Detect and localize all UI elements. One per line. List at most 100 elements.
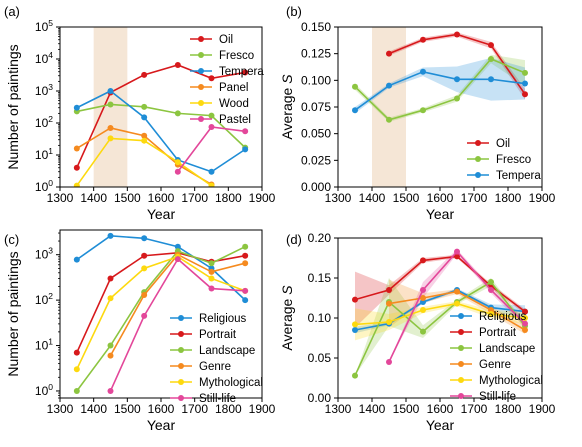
data-point-oil: [454, 31, 460, 38]
error-band-fresco: [355, 54, 525, 122]
y-tick-base: 10: [35, 84, 49, 98]
legend-marker: [198, 100, 204, 106]
y-tick-label: 100: [35, 382, 53, 398]
x-axis-label: Year: [147, 417, 176, 433]
data-point-portrait: [107, 275, 114, 282]
data-point-fresco: [420, 107, 426, 114]
panel-b: 1300 1400 1500 1600 1700 1800 1900 Year 0.000 0.0…: [279, 4, 556, 222]
y-tick-label: 102: [35, 114, 53, 130]
data-point-oil: [242, 69, 249, 76]
data-point-oil: [386, 50, 392, 57]
error-band-genre: [389, 279, 525, 334]
data-point-portrait: [454, 253, 460, 260]
legend-marker: [475, 140, 481, 146]
data-point-genre: [242, 260, 249, 267]
x-tick-label: 1800: [215, 191, 242, 205]
plot-area: [352, 27, 528, 187]
x-tick-label: 1800: [215, 402, 242, 416]
legend-label-religious: Religious: [479, 311, 527, 323]
legend-marker: [198, 36, 204, 42]
data-point-oil: [488, 42, 494, 49]
x-tick-label: 1900: [249, 191, 276, 205]
data-point-mythological: [141, 265, 148, 272]
y-tick-base: 10: [35, 339, 49, 353]
plot-area: [73, 232, 249, 394]
y-tick-exponent: 3: [48, 82, 53, 92]
data-point-fresco: [488, 56, 494, 62]
y-tick-label: 104: [35, 50, 53, 66]
series-line-fresco: [76, 103, 246, 149]
data-point-portrait: [73, 349, 80, 356]
x-tick-label: 1700: [461, 191, 488, 205]
series-line-religious: [76, 235, 246, 301]
y-tick-exponent: 1: [48, 146, 53, 156]
y-tick-label: 0.150: [301, 20, 331, 34]
data-point-oil: [208, 75, 215, 82]
y-axis-label: Number of paintings: [5, 251, 21, 376]
data-point-still-life: [242, 287, 249, 294]
legend-label-still-life: Still-life: [479, 391, 516, 403]
data-point-portrait: [522, 308, 528, 315]
y-tick-base: 10: [35, 52, 49, 66]
data-point-still-life: [174, 256, 181, 263]
legend-label-still-life: Still-life: [199, 393, 236, 405]
data-point-wood: [208, 182, 215, 187]
data-point-wood: [107, 135, 114, 142]
y-tick-label: 103: [35, 82, 53, 98]
data-point-panel: [107, 124, 114, 131]
y-tick-label: 0.20: [308, 231, 332, 245]
data-point-fresco: [522, 69, 528, 76]
data-point-mythological: [352, 321, 358, 328]
legend-label-genre: Genre: [479, 359, 511, 371]
legend-marker: [458, 345, 464, 351]
y-tick-base: 10: [35, 293, 49, 307]
x-tick-label: 1900: [529, 191, 556, 205]
series-line-tempera: [76, 90, 246, 173]
data-point-mythological: [522, 315, 528, 321]
data-point-religious: [141, 235, 148, 242]
x-tick-label: 1600: [148, 191, 175, 205]
x-tick-label: 1300: [47, 402, 74, 416]
data-point-wood: [141, 137, 148, 144]
legend: Oil Fresco Tempera Panel Wood Pastel: [190, 34, 264, 126]
data-point-genre: [107, 352, 114, 359]
legend-label-religious: Religious: [199, 313, 247, 325]
y-tick-exponent: 0: [48, 178, 53, 188]
y-tick-exponent: 4: [48, 50, 53, 60]
y-axis-label-symbol: S: [279, 285, 295, 295]
y-tick-base: 10: [35, 148, 49, 162]
y-tick-label: 0.100: [301, 73, 331, 87]
data-point-still-life: [454, 248, 460, 255]
data-point-landscape: [352, 372, 358, 379]
x-tick-label: 1700: [461, 402, 488, 416]
y-tick-base: 10: [35, 20, 49, 34]
x-axis-label: Year: [426, 417, 455, 433]
x-tick-label: 1500: [114, 402, 141, 416]
series-line-landscape: [354, 280, 526, 376]
data-point-pastel: [242, 128, 249, 135]
legend-marker: [178, 347, 184, 353]
x-tick-label: 1300: [325, 191, 352, 205]
series-line-tempera: [354, 70, 526, 111]
legend-marker: [458, 329, 464, 335]
data-point-oil: [420, 36, 426, 43]
data-point-tempera: [242, 146, 249, 153]
data-point-landscape: [242, 243, 249, 250]
legend-marker: [198, 52, 204, 58]
panel-a: 1300 1400 1500 1600 1700 1800 1900Year10010110…: [4, 4, 276, 222]
error-band-tempera: [355, 57, 525, 114]
legend-marker: [475, 156, 481, 162]
series-line-religious: [354, 289, 526, 331]
y-tick-label: 0.05: [308, 351, 332, 365]
y-tick-label: 0.075: [301, 100, 331, 114]
data-point-genre: [420, 295, 426, 301]
legend-marker: [178, 395, 184, 401]
data-point-mythological: [454, 300, 460, 307]
data-point-fresco: [352, 83, 358, 90]
panel-label: (c): [4, 232, 19, 247]
legend-label-genre: Genre: [199, 361, 231, 373]
y-tick-label: 103: [35, 246, 53, 262]
data-point-religious: [352, 327, 358, 333]
x-tick-label: 1600: [427, 402, 454, 416]
